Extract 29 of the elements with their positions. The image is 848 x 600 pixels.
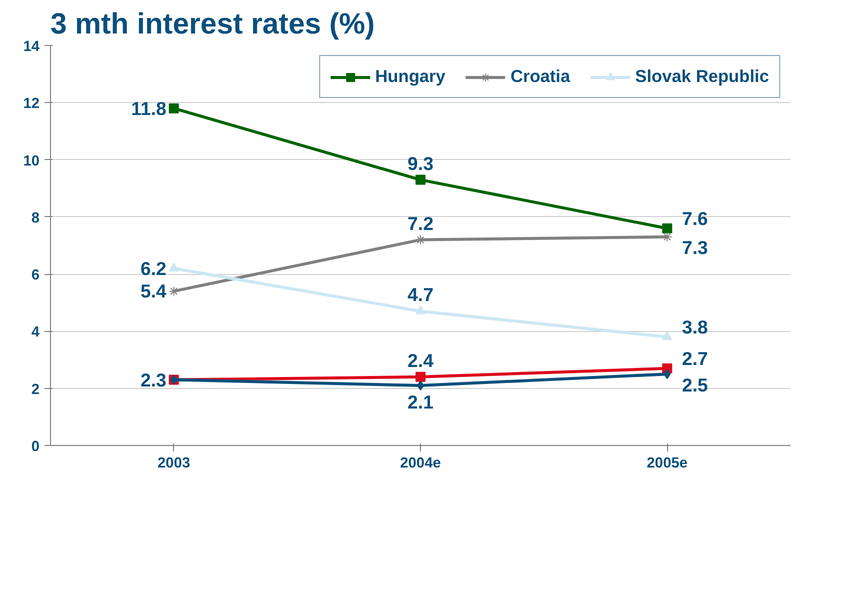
data-label: 3.8: [682, 316, 708, 338]
data-label: 2.1: [408, 392, 434, 412]
y-tick-label: 10: [23, 153, 40, 170]
data-label: 11.8: [131, 98, 166, 119]
data-label: 2.7: [682, 348, 708, 369]
data-label: 2.5: [682, 374, 708, 396]
data-label: 7.3: [682, 237, 708, 258]
data-label: 4.7: [408, 284, 434, 306]
data-label: 9.3: [408, 152, 434, 174]
data-label: 2.3: [140, 369, 166, 390]
y-tick-label: 6: [31, 268, 40, 284]
data-label: 6.2: [140, 258, 166, 279]
legend-label: Hungary: [375, 66, 446, 87]
data-label: 2.4: [408, 350, 434, 371]
x-tick-label: 2004e: [400, 456, 441, 472]
y-tick-label: 2: [31, 382, 40, 398]
data-label: 7.2: [408, 212, 434, 234]
x-tick-label: 2005e: [646, 456, 688, 472]
data-label: 7.6: [682, 208, 708, 229]
chart-title: 3 mth interest rates (%): [50, 8, 375, 40]
y-tick-label: 14: [23, 39, 40, 55]
x-tick-label: 2003: [158, 456, 190, 472]
legend-label: Slovak Republic: [635, 66, 769, 87]
legend-label: Croatia: [510, 66, 570, 87]
y-tick-label: 12: [23, 96, 40, 112]
y-tick-label: 4: [31, 324, 40, 341]
data-label: 5.4: [140, 280, 168, 302]
y-tick-label: 8: [31, 210, 40, 226]
y-tick-label: 0: [31, 439, 40, 455]
